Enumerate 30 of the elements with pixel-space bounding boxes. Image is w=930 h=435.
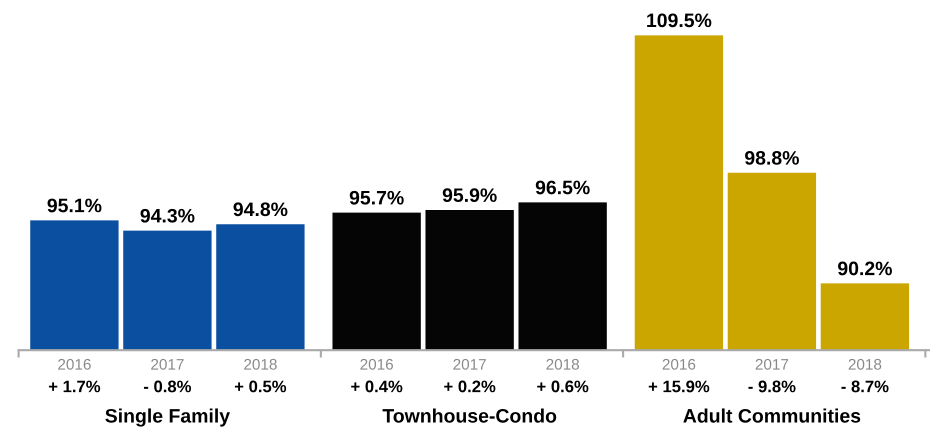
data-label: 95.9% bbox=[442, 188, 497, 202]
text: Adult Communities bbox=[683, 408, 860, 423]
text: Townhouse-Condo bbox=[382, 408, 556, 423]
x-tick-label: 2018 bbox=[546, 358, 579, 370]
data-label: 96.5% bbox=[536, 180, 590, 194]
data-label: 98.8% bbox=[745, 151, 799, 165]
text: + 0.4% bbox=[351, 380, 402, 392]
data-label: 90.2% bbox=[838, 262, 892, 276]
text: + 15.9% bbox=[648, 380, 710, 392]
data-label: 94.3% bbox=[140, 208, 194, 223]
text: + 0.6% bbox=[537, 380, 588, 392]
x-tick-label: 2018 bbox=[848, 358, 882, 370]
x-tick-label: 2016 bbox=[360, 358, 393, 370]
text: - 0.8% bbox=[144, 380, 192, 392]
x-tick-label: 2017 bbox=[151, 358, 184, 370]
data-label: 109.5% bbox=[647, 13, 712, 28]
data-label: 95.7% bbox=[350, 190, 404, 205]
text: Single Family bbox=[105, 408, 230, 427]
data-label: 94.8% bbox=[234, 202, 288, 216]
x-tick-label: 2018 bbox=[244, 358, 277, 370]
x-tick-label: 2017 bbox=[453, 358, 486, 370]
text: + 0.5% bbox=[234, 380, 286, 392]
text: + 0.2% bbox=[444, 380, 496, 392]
text: - 9.8% bbox=[748, 380, 796, 392]
x-tick-label: 2017 bbox=[756, 358, 788, 370]
x-tick-label: 2016 bbox=[58, 358, 91, 370]
text: + 1.7% bbox=[48, 380, 100, 392]
text: - 8.7% bbox=[841, 380, 889, 392]
x-tick-label: 2016 bbox=[662, 358, 696, 370]
data-label: 95.1% bbox=[48, 198, 102, 212]
